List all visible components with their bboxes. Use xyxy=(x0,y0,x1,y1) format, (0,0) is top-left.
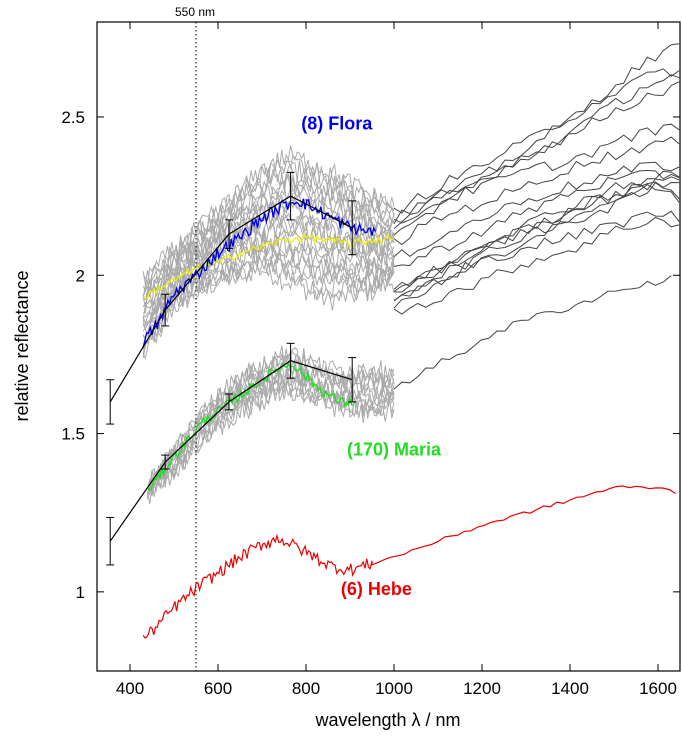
flora-family-nir-line-14 xyxy=(394,181,680,293)
flora-family-nir-line-12 xyxy=(393,210,680,309)
y-tick-label-0: 1 xyxy=(76,583,85,602)
x-tick-label-3: 1000 xyxy=(375,679,413,698)
plot-area: (8) Flora (170) Maria (6) Hebe xyxy=(106,22,680,671)
flora-family-spectrum-20 xyxy=(142,154,395,284)
flora-family-spectrum-21 xyxy=(142,145,395,285)
y-tick-label-3: 2.5 xyxy=(61,108,85,127)
maria-family-spectrum-11 xyxy=(147,345,395,487)
hebe-spectrum-line xyxy=(142,485,676,639)
maria-spectrum-line xyxy=(146,362,354,491)
x-tick-label-1: 600 xyxy=(204,679,232,698)
flora-family-nir-line-13 xyxy=(393,216,680,315)
flora-family-nir-line-5 xyxy=(393,136,680,246)
flora-family-nir-line-3 xyxy=(393,81,680,229)
annotation-2: (6) Hebe xyxy=(341,579,412,599)
x-tick-label-5: 1400 xyxy=(551,679,589,698)
flora-family-nir-line-0 xyxy=(393,43,680,225)
x-tick-label-0: 400 xyxy=(116,679,144,698)
annotation-1: (170) Maria xyxy=(347,440,442,460)
flora-family-nir-line-8 xyxy=(393,176,680,293)
y-tick-label-2: 2 xyxy=(76,266,85,285)
flora-family-nir-line-9 xyxy=(393,182,680,302)
flora-family-nir-line-10 xyxy=(393,183,680,302)
flora-family-spectrum-3 xyxy=(143,243,395,340)
flora-family-nir-line-2 xyxy=(393,74,680,236)
maria-nir-line xyxy=(393,275,672,390)
x-tick-label-4: 1200 xyxy=(463,679,501,698)
flora-family-nir-line-4 xyxy=(393,123,680,224)
flora-family-nir-line-7 xyxy=(393,169,680,267)
reference-line-label: 550 nm xyxy=(175,5,215,19)
annotation-0: (8) Flora xyxy=(301,114,373,134)
x-axis-title: wavelength λ / nm xyxy=(314,710,460,730)
plot-frame xyxy=(96,21,681,672)
maria-family-spectrum-2 xyxy=(147,374,395,500)
x-tick-label-2: 800 xyxy=(292,679,320,698)
axes: 400 600 800 1000 1200 1400 1600 1 1.5 2 2.5 xyxy=(61,22,680,698)
flora-family-nir-line-6 xyxy=(393,161,680,258)
x-tick-label-6: 1600 xyxy=(639,679,677,698)
flora-family-spectrum-0 xyxy=(142,262,395,360)
flora-family-nir-line-11 xyxy=(393,170,680,290)
maria-family-spectrum-3 xyxy=(147,371,395,497)
y-tick-label-1: 1.5 xyxy=(61,425,85,444)
maria-family-spectrum-9 xyxy=(147,348,395,497)
flora-family-nir-line-1 xyxy=(393,68,680,214)
y-axis-title: relative reflectance xyxy=(12,270,32,421)
